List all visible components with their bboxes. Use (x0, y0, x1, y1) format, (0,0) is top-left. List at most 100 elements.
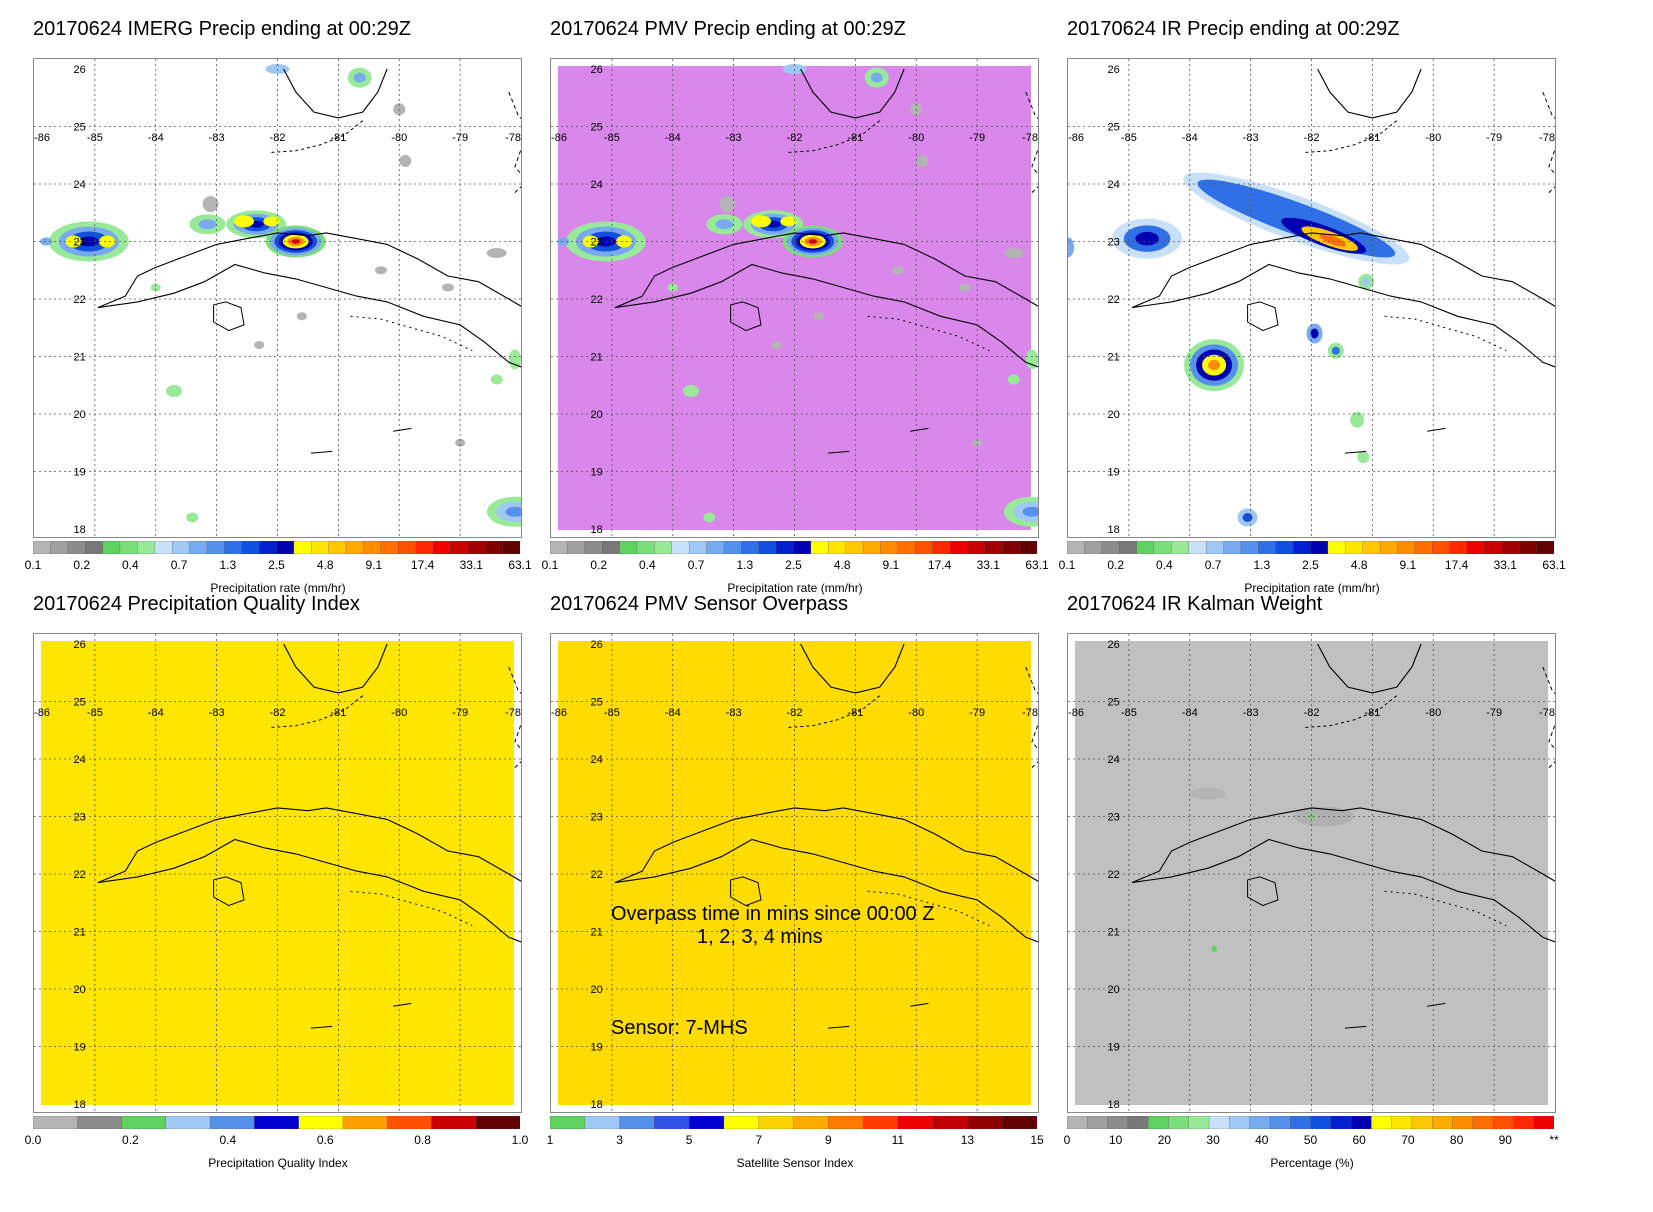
lon-label: -86 (1068, 707, 1084, 719)
coastline-cayman (393, 1002, 412, 1007)
colorbar-swatch (1002, 541, 1021, 554)
colorbar-swatch (189, 541, 208, 554)
lon-label: -85 (604, 707, 620, 719)
lat-label: 20 (591, 409, 603, 421)
lat-label: 22 (74, 294, 86, 306)
precip-blob (1025, 349, 1038, 370)
colorbar-swatch (276, 541, 295, 554)
colorbar-swatch (224, 541, 243, 554)
colorbar-swatch (584, 1116, 621, 1129)
colorbar-swatch (475, 1116, 520, 1129)
lon-label: -82 (787, 132, 803, 144)
colorbar-tick-label: 33.1 (976, 558, 1000, 572)
panel-title: 20170624 PMV Precip ending at 00:29Z (550, 18, 906, 40)
lat-label: 20 (591, 984, 603, 996)
precip-field (1068, 172, 1410, 527)
grid: -86 -85 -84 -83 -82 -81 -80 -79 -78 26 25 24 23 22 21 2… (1068, 634, 1555, 1112)
map-area: -86 -85 -84 -83 -82 -81 -80 -79 -78 26 25 24 23 22 21 2… (550, 633, 1039, 1113)
coastline-florida (800, 643, 905, 694)
lat-label: 21 (74, 352, 86, 364)
precip-blob (595, 236, 616, 247)
precip-blob (353, 72, 366, 83)
colorbar-tick-label: 63.1 (1542, 558, 1566, 572)
kalman-blob (1190, 787, 1227, 800)
coastline-bahamas (1542, 666, 1555, 768)
lon-label: -84 (665, 132, 681, 144)
lat-label: 24 (591, 754, 603, 766)
colorbar-title: Precipitation rate (mm/hr) (727, 581, 863, 595)
colorbar-swatch (206, 541, 225, 554)
lon-label: -78 (505, 132, 521, 144)
coastline-cayman (1344, 1025, 1367, 1029)
colorbar-tick-label: 63.1 (508, 558, 532, 572)
colorbar-tick-label: 1.3 (736, 558, 754, 572)
lat-label: 23 (1108, 237, 1120, 249)
precip-blob (1022, 506, 1038, 517)
colorbar-tick-label: 0.1 (1058, 558, 1076, 572)
coastlines (97, 68, 521, 454)
colorbar-tick-label: 15 (1030, 1133, 1044, 1147)
colorbar-tick-label: 5 (685, 1133, 693, 1147)
colorbar-swatch (209, 1116, 256, 1129)
colorbar-tick-label: 0 (1063, 1133, 1071, 1147)
map-svg: -86 -85 -84 -83 -82 -81 -80 -79 -78 26 25 24 23 22 21 2… (34, 634, 521, 1112)
colorbar-swatch (1452, 1116, 1474, 1129)
colorbar (1067, 1116, 1554, 1129)
colorbar-swatch (450, 541, 469, 554)
precip-blob (198, 219, 217, 230)
coastline-keys (271, 120, 364, 153)
coastline-florida (283, 643, 388, 694)
colorbar-swatch (1379, 541, 1399, 554)
colorbar-tick-label: 9.1 (882, 558, 900, 572)
colorbar-swatch (810, 541, 829, 554)
precip-blob (234, 215, 255, 228)
lat-label: 25 (74, 122, 86, 134)
colorbar-swatch (949, 541, 969, 554)
lon-label: -82 (787, 707, 803, 719)
map-svg: -86 -85 -84 -83 -82 -81 -80 -79 -78 26 25 24 23 22 21 2… (551, 634, 1038, 1112)
precip-blob (166, 385, 183, 397)
colorbar-swatch (293, 541, 312, 554)
precip-blob (150, 283, 161, 292)
lat-label: 25 (1108, 122, 1120, 134)
colorbar-swatch (1466, 541, 1486, 554)
colorbar-swatch (137, 541, 156, 554)
coastline-cayman (1427, 427, 1446, 432)
colorbar-swatch (688, 1116, 725, 1129)
colorbar-swatch (363, 541, 382, 554)
lat-label: 25 (74, 697, 86, 709)
precip-blob (441, 283, 454, 292)
lon-label: -83 (726, 707, 742, 719)
colorbar-tick-label: 2.5 (785, 558, 802, 572)
precip-blob (186, 512, 199, 523)
lat-label: 19 (74, 1042, 86, 1054)
lon-label: -79 (969, 707, 985, 719)
lon-label: -80 (391, 132, 407, 144)
colorbar-swatch (1258, 541, 1277, 554)
lon-label: -83 (209, 132, 225, 144)
precip-blob (1007, 374, 1020, 385)
precip-blob (254, 341, 265, 349)
coastline-cayman (827, 450, 850, 454)
lat-label: 22 (591, 869, 603, 881)
coastline-cayman (1427, 1002, 1446, 1007)
panel-title: 20170624 IR Precip ending at 00:29Z (1067, 18, 1400, 40)
colorbar-swatch (1153, 541, 1172, 554)
lat-label: 23 (1108, 812, 1120, 824)
colorbar-tick-label: 20 (1157, 1133, 1172, 1147)
precip-blob (958, 283, 971, 292)
colorbar-swatch (1188, 1116, 1210, 1129)
colorbar-swatch (967, 1116, 1003, 1129)
precip-blob (1242, 513, 1253, 522)
map-svg: -86 -85 -84 -83 -82 -81 -80 -79 -78 26 25 24 23 22 21 2… (551, 59, 1038, 537)
colorbar-tick-label: 70 (1401, 1133, 1415, 1147)
precip-blob (582, 235, 599, 248)
colorbar-tick-label: 17.4 (410, 558, 435, 572)
colorbar-swatch (1536, 541, 1554, 554)
colorbar-swatch (1019, 541, 1037, 554)
precip-blob (616, 235, 633, 248)
lat-label: 26 (591, 64, 603, 76)
map-area: -86 -85 -84 -83 -82 -81 -80 -79 -78 26 25 24 23 22 21 2… (1067, 633, 1556, 1113)
colorbar-swatch (33, 1116, 78, 1129)
lat-label: 22 (591, 294, 603, 306)
